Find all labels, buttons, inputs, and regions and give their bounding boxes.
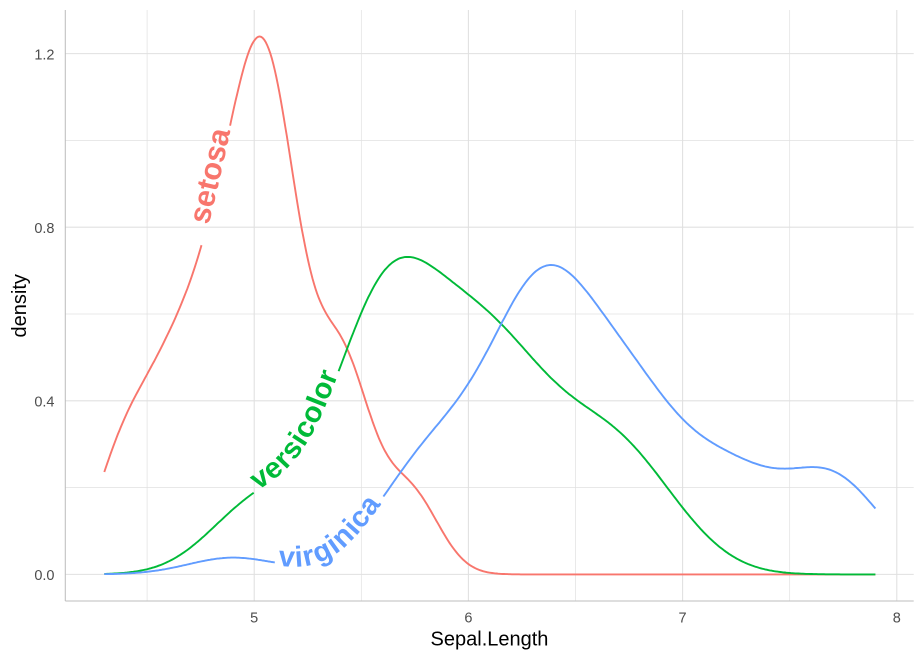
svg-text:Sepal.Length: Sepal.Length bbox=[431, 629, 549, 651]
svg-text:0.8: 0.8 bbox=[34, 221, 54, 237]
svg-text:8: 8 bbox=[893, 611, 901, 627]
svg-text:0.4: 0.4 bbox=[34, 395, 54, 411]
svg-text:1.2: 1.2 bbox=[34, 47, 54, 63]
svg-text:5: 5 bbox=[250, 611, 258, 627]
svg-text:7: 7 bbox=[679, 611, 687, 627]
svg-text:0.0: 0.0 bbox=[34, 568, 54, 584]
svg-text:density: density bbox=[9, 274, 31, 337]
svg-text:6: 6 bbox=[464, 611, 472, 627]
